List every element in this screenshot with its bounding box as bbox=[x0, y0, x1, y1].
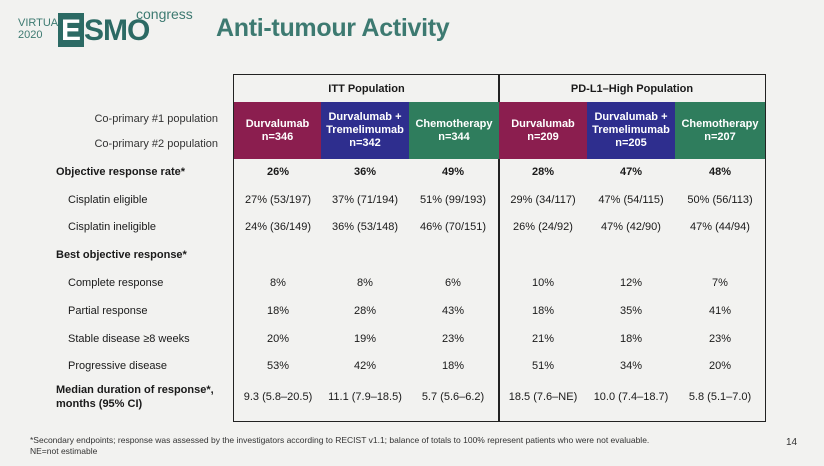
footnote-line-1: *Secondary endpoints; response was asses… bbox=[30, 435, 650, 445]
col-header-pdl1-chemotherapy: Chemotherapy n=207 bbox=[675, 102, 765, 159]
table-cell: 26% bbox=[266, 166, 290, 178]
col-header-itt-durva-treme: Durvalumab + Tremelimumab n=342 bbox=[321, 102, 409, 159]
col-header-itt-durvalumab: Durvalumab n=346 bbox=[234, 102, 321, 159]
row-label-stable-disease: Stable disease ≥8 weeks bbox=[68, 333, 190, 345]
table-cell: 37% (71/194) bbox=[331, 194, 399, 206]
table-cell: 6% bbox=[445, 277, 461, 289]
row-label-median-dor-line1: Median duration of response*, bbox=[56, 384, 214, 396]
table-cell: 20% bbox=[708, 360, 732, 372]
col-header-n: n=346 bbox=[261, 130, 294, 143]
col-header-itt-chemotherapy: Chemotherapy n=344 bbox=[409, 102, 499, 159]
row-label-best-response: Best objective response* bbox=[56, 249, 187, 261]
table-cell: 9.3 (5.8–20.5) bbox=[243, 391, 313, 403]
col-header-name: Tremelimumab bbox=[592, 124, 670, 136]
table-cell: 11.1 (7.9–18.5) bbox=[328, 391, 402, 403]
row-label-median-dor: Median duration of response*, months (95… bbox=[56, 383, 214, 411]
table-cell: 34% bbox=[619, 360, 643, 372]
col-header-name: Durvalumab bbox=[245, 117, 310, 130]
logo-esmo-smo: SMO bbox=[84, 14, 150, 47]
col-header-n: n=342 bbox=[349, 137, 381, 149]
table-cell: 29% (34/117) bbox=[510, 194, 576, 206]
col-header-name: Durvalumab bbox=[511, 117, 575, 130]
table-cell: 18% bbox=[531, 305, 555, 317]
table-cell: 20% bbox=[266, 333, 290, 345]
table-cell: 43% bbox=[441, 305, 465, 317]
table-cell: 28% bbox=[353, 305, 377, 317]
table-cell: 35% bbox=[619, 305, 643, 317]
coprimary-2-label: Co-primary #2 population bbox=[94, 138, 218, 150]
pdl1-population-frame bbox=[498, 74, 766, 422]
logo-virtual-label: VIRTUAL bbox=[18, 17, 65, 29]
table-cell: 46% (70/151) bbox=[419, 221, 487, 233]
table-cell: 36% bbox=[353, 166, 377, 178]
itt-population-frame bbox=[233, 74, 500, 422]
col-header-n: n=344 bbox=[438, 130, 470, 143]
table-cell: 48% bbox=[708, 166, 732, 178]
table-cell: 42% bbox=[353, 360, 377, 372]
col-header-name: Chemotherapy bbox=[415, 117, 493, 130]
col-header-n: n=209 bbox=[527, 130, 559, 143]
table-cell: 10.0 (7.4–18.7) bbox=[593, 391, 669, 403]
table-cell: 7% bbox=[712, 277, 728, 289]
table-cell: 51% bbox=[531, 360, 555, 372]
table-cell: 47% (42/90) bbox=[601, 221, 661, 233]
table-cell: 47% (44/94) bbox=[690, 221, 750, 233]
slide-title: Anti-tumour Activity bbox=[216, 14, 450, 42]
table-cell: 21% bbox=[531, 333, 555, 345]
row-label-progressive-disease: Progressive disease bbox=[68, 360, 168, 372]
itt-population-title: ITT Population bbox=[328, 83, 405, 95]
logo-virtual-text: VIRTUAL 2020 bbox=[18, 17, 64, 41]
row-label-cisplatin-eligible: Cisplatin eligible bbox=[68, 194, 148, 206]
table-cell: 23% bbox=[441, 333, 465, 345]
table-cell: 12% bbox=[619, 277, 643, 289]
table-cell: 18.5 (7.6–NE) bbox=[508, 391, 578, 403]
footnote: *Secondary endpoints; response was asses… bbox=[30, 435, 649, 457]
col-header-name: Durvalumab + bbox=[594, 111, 668, 123]
col-header-name: Durvalumab + bbox=[328, 111, 402, 123]
table-cell: 10% bbox=[531, 277, 555, 289]
table-cell: 18% bbox=[266, 305, 290, 317]
table-cell: 24% (36/149) bbox=[244, 221, 312, 233]
row-label-partial-response: Partial response bbox=[68, 305, 148, 317]
table-cell: 51% (99/193) bbox=[419, 194, 487, 206]
coprimary-1-label: Co-primary #1 population bbox=[94, 113, 218, 125]
esmo-logo: VIRTUAL 2020 E SMO congress bbox=[10, 6, 195, 47]
row-label-orr: Objective response rate* bbox=[56, 166, 186, 178]
table-cell: 18% bbox=[441, 360, 465, 372]
col-header-name: Chemotherapy bbox=[681, 117, 759, 130]
col-header-n: n=205 bbox=[615, 137, 647, 149]
table-cell: 5.8 (5.1–7.0) bbox=[688, 391, 752, 403]
table-cell: 49% bbox=[441, 166, 465, 178]
row-label-cisplatin-ineligible: Cisplatin ineligible bbox=[68, 221, 157, 233]
logo-congress-text: congress bbox=[136, 6, 193, 22]
row-label-median-dor-line2: months (95% CI) bbox=[56, 398, 143, 410]
col-header-pdl1-durvalumab: Durvalumab n=209 bbox=[499, 102, 587, 159]
table-cell: 47% bbox=[619, 166, 643, 178]
logo-esmo-e: E bbox=[61, 14, 82, 47]
table-cell: 23% bbox=[708, 333, 732, 345]
pdl1-population-title: PD-L1–High Population bbox=[570, 83, 694, 95]
footnote-line-2: NE=not estimable bbox=[30, 446, 98, 456]
table-cell: 41% bbox=[708, 305, 732, 317]
page-number: 14 bbox=[786, 437, 798, 448]
logo-esmo-e-block: E bbox=[58, 13, 84, 47]
table-cell: 53% bbox=[266, 360, 290, 372]
table-cell: 47% (54/115) bbox=[598, 194, 664, 206]
table-cell: 36% (53/148) bbox=[331, 221, 399, 233]
col-header-pdl1-durva-treme: Durvalumab + Tremelimumab n=205 bbox=[587, 102, 675, 159]
table-cell: 28% bbox=[531, 166, 555, 178]
table-cell: 8% bbox=[357, 277, 373, 289]
table-cell: 8% bbox=[270, 277, 286, 289]
logo-esmo-wordmark: E SMO bbox=[58, 13, 156, 47]
table-cell: 27% (53/197) bbox=[244, 194, 312, 206]
logo-year-label: 2020 bbox=[18, 29, 43, 41]
col-header-name: Tremelimumab bbox=[326, 124, 404, 136]
row-label-complete-response: Complete response bbox=[68, 277, 164, 289]
table-cell: 50% (56/113) bbox=[687, 194, 753, 206]
table-cell: 26% (24/92) bbox=[513, 221, 573, 233]
col-header-n: n=207 bbox=[704, 130, 736, 143]
table-cell: 18% bbox=[619, 333, 643, 345]
table-cell: 5.7 (5.6–6.2) bbox=[421, 391, 485, 403]
table-cell: 19% bbox=[353, 333, 377, 345]
